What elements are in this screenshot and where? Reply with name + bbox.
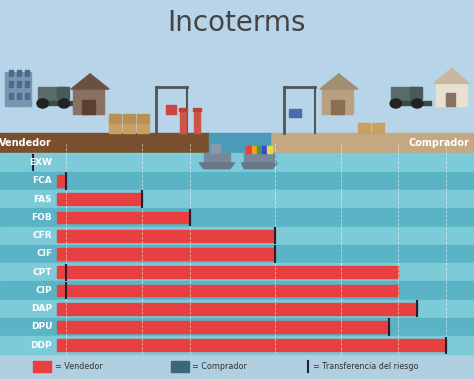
Bar [171, 361, 189, 372]
Bar [82, 100, 95, 114]
Bar [33, 361, 51, 372]
Bar [289, 109, 301, 117]
Bar [204, 153, 230, 163]
Bar [179, 108, 187, 111]
Bar [446, 93, 455, 106]
Text: CIP: CIP [36, 286, 52, 295]
Bar [57, 303, 417, 315]
Text: FAS: FAS [34, 195, 52, 204]
Bar [0, 318, 474, 336]
Bar [0, 227, 474, 245]
Bar [322, 89, 353, 114]
Polygon shape [199, 163, 235, 169]
Bar [0, 263, 474, 281]
Bar [38, 101, 78, 105]
Bar [25, 70, 29, 76]
Polygon shape [434, 68, 469, 83]
Circle shape [411, 99, 423, 108]
Bar [57, 87, 69, 99]
Text: DAP: DAP [31, 304, 52, 313]
Bar [9, 70, 13, 76]
Bar [331, 100, 344, 114]
Bar [391, 87, 419, 102]
Bar [57, 230, 275, 241]
Bar [252, 146, 256, 153]
Bar [123, 114, 135, 123]
Text: = Transferencia del riesgo: = Transferencia del riesgo [313, 362, 419, 371]
Bar [57, 285, 398, 296]
Bar [9, 93, 13, 99]
Bar [0, 336, 474, 354]
Bar [211, 144, 220, 153]
Bar [193, 108, 201, 111]
Polygon shape [242, 163, 277, 169]
Bar [267, 146, 272, 153]
Circle shape [37, 99, 48, 108]
Bar [257, 146, 262, 153]
Bar [410, 87, 422, 99]
Text: DPU: DPU [31, 323, 52, 332]
Text: FCA: FCA [32, 176, 52, 185]
Bar [0, 245, 474, 263]
Bar [5, 72, 31, 106]
Bar [25, 93, 29, 99]
Bar [372, 123, 384, 133]
Bar [25, 81, 29, 87]
Polygon shape [71, 74, 109, 89]
Bar [246, 146, 251, 153]
Circle shape [390, 99, 401, 108]
Bar [57, 339, 446, 351]
Bar [57, 211, 190, 223]
Text: FOB: FOB [31, 213, 52, 222]
Bar [123, 123, 135, 133]
Bar [73, 89, 104, 114]
Text: Incoterms: Incoterms [168, 9, 306, 37]
Text: CPT: CPT [33, 268, 52, 277]
Text: CFR: CFR [33, 231, 52, 240]
Bar [166, 105, 176, 114]
Bar [209, 133, 270, 153]
Text: DDP: DDP [30, 341, 52, 350]
Bar [0, 190, 474, 208]
Bar [57, 321, 389, 333]
Bar [0, 153, 474, 172]
Bar [17, 70, 21, 76]
Bar [0, 299, 474, 318]
Bar [0, 208, 474, 227]
Bar [57, 248, 275, 260]
Bar [57, 193, 142, 205]
Text: EXW: EXW [29, 158, 52, 167]
Text: CIF: CIF [36, 249, 52, 258]
Bar [137, 123, 149, 133]
Bar [244, 153, 275, 163]
Bar [0, 281, 474, 299]
Bar [38, 87, 66, 102]
Bar [17, 81, 21, 87]
Text: Comprador: Comprador [409, 138, 469, 148]
Bar [17, 93, 21, 99]
Bar [137, 114, 149, 123]
Bar [57, 266, 398, 278]
Bar [0, 133, 209, 153]
Circle shape [58, 99, 70, 108]
Text: = Comprador: = Comprador [192, 362, 247, 371]
Bar [0, 172, 474, 190]
Bar [391, 101, 431, 105]
Bar [270, 133, 474, 153]
Bar [109, 114, 121, 123]
Bar [9, 81, 13, 87]
Text: = Vendedor: = Vendedor [55, 362, 102, 371]
Bar [57, 175, 66, 187]
Bar [358, 123, 370, 133]
Bar [436, 83, 467, 106]
Bar [109, 123, 121, 133]
Bar [262, 146, 267, 153]
Bar [180, 110, 186, 133]
Text: Vendedor: Vendedor [0, 138, 52, 148]
Polygon shape [320, 74, 358, 89]
Bar [194, 110, 200, 133]
Bar [0, 0, 474, 133]
